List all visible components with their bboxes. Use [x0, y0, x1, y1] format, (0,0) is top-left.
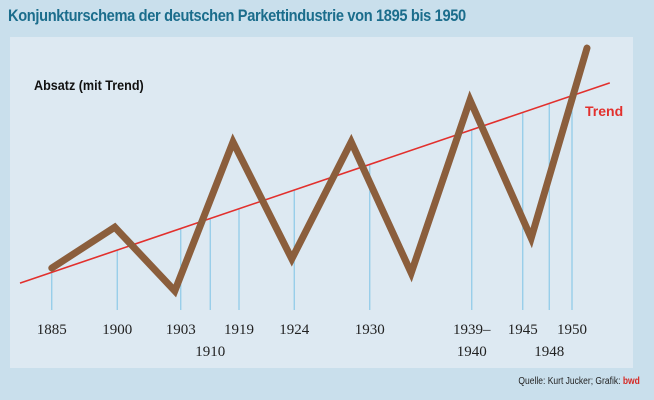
- x-tick-label: 1885: [36, 322, 67, 338]
- source-text: Quelle: Kurt Jucker; Grafik:: [518, 376, 621, 387]
- x-tick-label: 1924: [279, 322, 310, 338]
- trend-line: [19, 82, 611, 284]
- x-tick-label: 1903: [165, 322, 196, 338]
- x-tick-label: 1910: [195, 344, 226, 360]
- x-tick-label: 1950: [557, 322, 587, 338]
- trend-label: Trend: [585, 103, 623, 119]
- x-tick-label: 1930: [354, 322, 385, 338]
- data-line: [48, 44, 591, 298]
- x-tick-label: 1939– 1940: [453, 322, 491, 360]
- chart-title: Konjunkturschema der deutschen Parkettin…: [8, 6, 466, 25]
- x-tick-label: 1919: [224, 322, 254, 338]
- x-tick-label: 1945: [507, 322, 538, 338]
- source: Quelle: Kurt Jucker; Grafik: bwd: [519, 376, 640, 387]
- source-credit: bwd: [623, 376, 640, 387]
- x-tick-label: 1900: [102, 322, 133, 338]
- x-tick-label: 1948: [534, 344, 565, 360]
- y-label: Absatz (mit Trend): [34, 77, 144, 93]
